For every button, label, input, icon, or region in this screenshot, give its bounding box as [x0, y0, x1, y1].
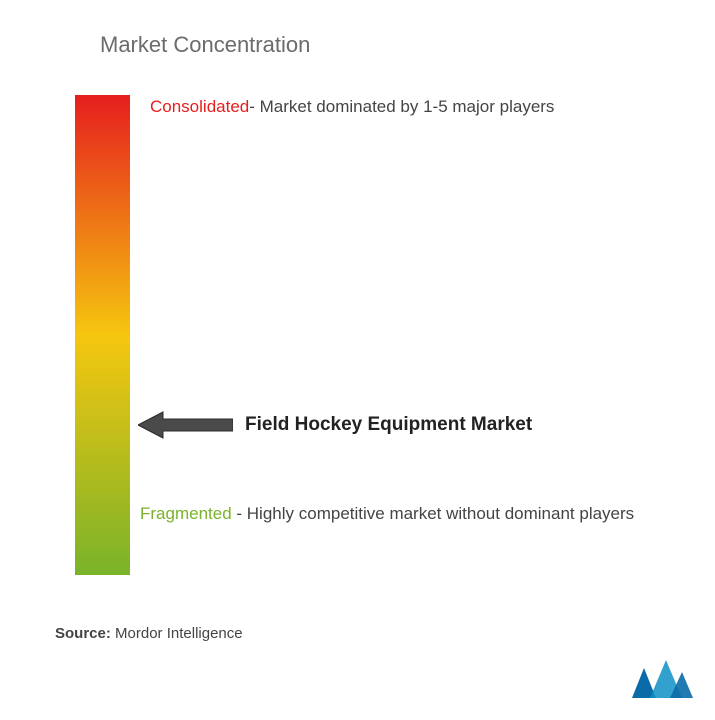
concentration-gradient-bar [75, 95, 130, 575]
source-credit: Source: Mordor Intelligence [55, 625, 243, 642]
fragmented-label: Fragmented - Highly competitive market w… [140, 500, 655, 527]
market-name-label: Field Hockey Equipment Market [245, 414, 532, 436]
mordor-intelligence-logo-icon [630, 658, 695, 700]
consolidated-desc: - Market dominated by 1-5 major players [249, 97, 554, 116]
market-pointer: Field Hockey Equipment Market [138, 410, 532, 440]
source-label: Source: [55, 625, 111, 642]
page-title: Market Concentration [100, 32, 310, 58]
consolidated-label: Consolidated- Market dominated by 1-5 ma… [150, 95, 675, 119]
arrow-left-icon [138, 410, 233, 440]
fragmented-desc: - Highly competitive market without domi… [232, 504, 635, 523]
consolidated-keyword: Consolidated [150, 97, 249, 116]
fragmented-keyword: Fragmented [140, 504, 232, 523]
arrow-shape [138, 412, 233, 438]
source-value: Mordor Intelligence [115, 625, 243, 642]
